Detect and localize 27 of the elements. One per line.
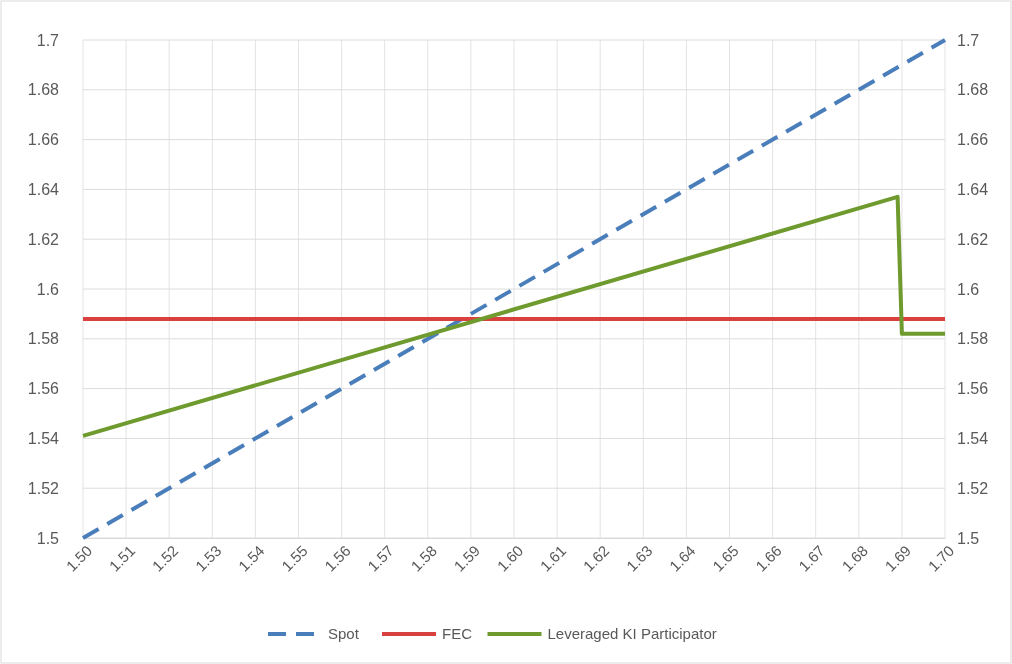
x-tick-label: 1.51 — [105, 541, 139, 575]
y2-tick-label: 1.6 — [957, 280, 980, 298]
y2-tick-label: 1.52 — [957, 479, 989, 497]
y-tick-label: 1.66 — [27, 131, 60, 149]
legend-label: Spot — [328, 625, 360, 642]
y2-tick-label: 1.54 — [957, 430, 989, 448]
legend-label: FEC — [442, 625, 473, 642]
y-tick-label: 1.56 — [27, 380, 60, 398]
y2-tick-label: 1.62 — [957, 230, 989, 248]
y2-tick-label: 1.5 — [957, 529, 980, 547]
y-tick-label: 1.54 — [27, 430, 60, 448]
x-tick-label: 1.61 — [536, 541, 570, 575]
y2-tick-label: 1.58 — [957, 330, 989, 348]
legend-label: Leveraged KI Participator — [547, 625, 717, 642]
y2-tick-label: 1.68 — [957, 81, 989, 99]
y2-tick-label: 1.64 — [957, 181, 989, 199]
y-tick-label: 1.58 — [27, 330, 60, 348]
y-tick-label: 1.7 — [36, 31, 60, 49]
y2-tick-label: 1.56 — [957, 380, 989, 398]
y-tick-label: 1.64 — [27, 181, 60, 199]
y2-tick-label: 1.7 — [957, 31, 980, 49]
y-tick-label: 1.52 — [27, 479, 60, 497]
y-tick-label: 1.6 — [36, 280, 60, 298]
y-tick-label: 1.5 — [36, 529, 60, 547]
y-tick-label: 1.62 — [27, 230, 60, 248]
y-tick-label: 1.68 — [27, 81, 60, 99]
y2-tick-label: 1.66 — [957, 131, 989, 149]
